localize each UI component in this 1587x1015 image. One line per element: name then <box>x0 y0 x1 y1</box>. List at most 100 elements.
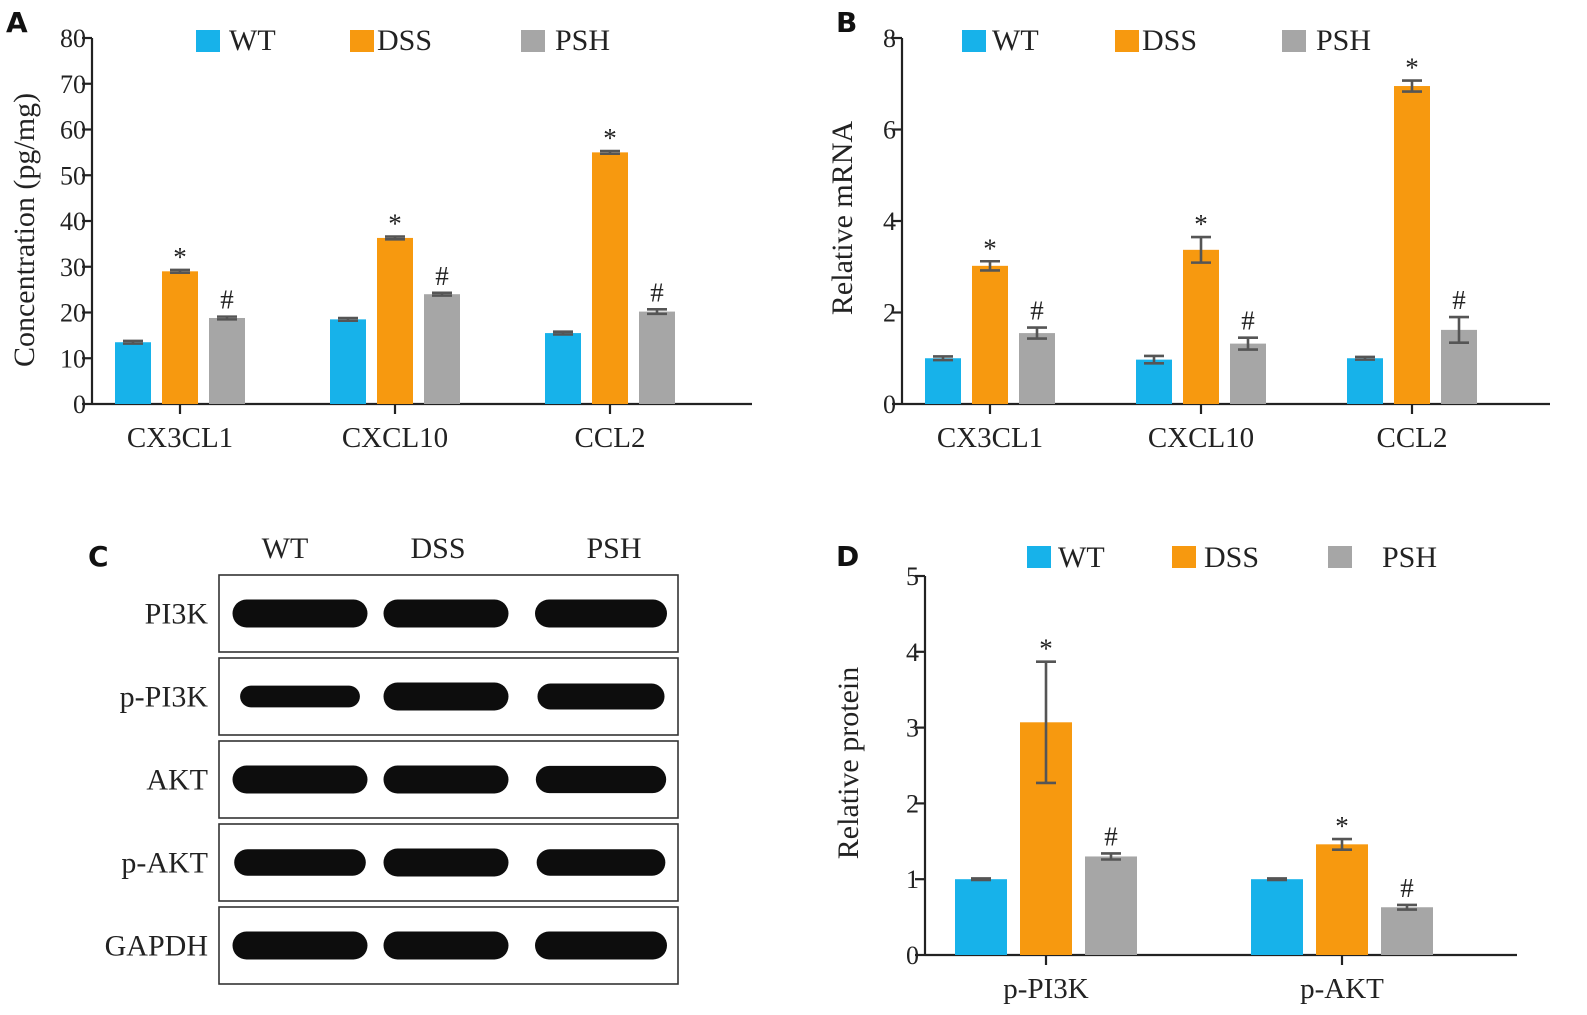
blot-row-label: p-PI3K <box>120 681 209 714</box>
blot-row-label: PI3K <box>145 598 209 631</box>
significance-star: * <box>173 242 187 272</box>
legend-swatch-dss <box>1115 30 1139 52</box>
chart-panel-d: 0 1 2 3 4 5 Relative protein * # p-PI3K * # p-AKT WT D… <box>832 541 1517 1005</box>
legend-swatch-psh <box>1282 30 1306 52</box>
blot-band <box>232 765 368 794</box>
bar-wt <box>545 333 581 404</box>
significance-star: * <box>983 233 997 263</box>
significance-star: * <box>1405 53 1419 83</box>
blot-band <box>383 682 509 711</box>
significance-hash: # <box>650 277 664 307</box>
significance-star: * <box>603 123 617 153</box>
blot-row-label: GAPDH <box>105 930 208 963</box>
x-tick-label: CX3CL1 <box>127 422 233 454</box>
bar-psh <box>209 317 245 404</box>
legend-swatch-wt <box>1027 546 1051 568</box>
y-tick-label: 5 <box>906 562 919 591</box>
significance-hash: # <box>1104 821 1118 851</box>
blot-band <box>232 931 368 960</box>
y-tick-label: 2 <box>906 789 919 818</box>
significance-star: * <box>1335 811 1349 841</box>
blot-row-label: p-AKT <box>121 847 208 880</box>
y-tick-label: 40 <box>60 207 86 236</box>
legend-label-psh: PSH <box>1316 24 1371 57</box>
y-axis-label: Concentration (pg/mg) <box>8 93 41 367</box>
y-axis-label: Relative mRNA <box>826 121 859 315</box>
y-tick-label: 30 <box>60 253 86 282</box>
significance-star: * <box>388 209 402 239</box>
blot-band <box>383 848 509 877</box>
legend-swatch-dss <box>350 30 374 52</box>
y-tick-label: 1 <box>906 865 919 894</box>
legend-swatch-psh <box>1328 546 1352 568</box>
x-tick-label: CCL2 <box>575 422 646 454</box>
blot-band <box>383 599 509 628</box>
legend-label-wt: WT <box>229 24 276 57</box>
significance-hash: # <box>1030 296 1044 326</box>
bar-wt <box>1136 359 1172 404</box>
x-tick-label: CX3CL1 <box>937 422 1043 454</box>
y-tick-label: 3 <box>906 714 919 743</box>
bar-dss <box>1394 86 1430 404</box>
legend-swatch-wt <box>962 30 986 52</box>
legend-label-dss: DSS <box>377 24 432 57</box>
y-tick-label: 80 <box>60 24 86 53</box>
blot-band <box>536 849 666 876</box>
chart-panel-b: 0 2 4 6 8 Relative mRNA * # CX3CL1 * # CXCL10 * # CCL2… <box>826 24 1550 454</box>
blot-band <box>537 683 665 710</box>
blot-band <box>535 599 667 628</box>
panel-label-a: A <box>6 6 28 39</box>
significance-star: * <box>1194 209 1208 239</box>
bar-dss <box>162 271 198 404</box>
bar-dss <box>377 237 413 404</box>
bar-psh <box>639 311 675 404</box>
blot-column-wt: WT <box>262 532 309 565</box>
y-tick-label: 8 <box>883 24 896 53</box>
y-axis-label: Relative protein <box>832 667 865 859</box>
y-tick-label: 0 <box>906 941 919 970</box>
blot-band <box>234 849 366 876</box>
bar-psh <box>424 294 460 404</box>
y-tick-label: 0 <box>883 390 896 419</box>
blot-column-psh: PSH <box>586 532 641 565</box>
y-tick-label: 60 <box>60 116 86 145</box>
bar-dss <box>1316 844 1368 955</box>
x-tick-label: CXCL10 <box>1148 422 1254 454</box>
blot-band <box>240 685 360 708</box>
blot-band <box>383 765 509 794</box>
bar-psh <box>1381 907 1433 955</box>
x-tick-label: p-AKT <box>1300 973 1384 1005</box>
y-tick-label: 0 <box>73 390 86 419</box>
bar-psh <box>1085 856 1137 955</box>
x-tick-label: CCL2 <box>1377 422 1448 454</box>
bar-psh <box>1230 343 1266 404</box>
blot-row-label: AKT <box>146 764 208 797</box>
legend-label-dss: DSS <box>1142 24 1197 57</box>
bar-wt <box>955 879 1007 955</box>
western-blot-panel: WT DSS PSH PI3K p-PI3K AKT p-AKT GAPDH <box>105 532 679 985</box>
legend-swatch-dss <box>1172 546 1196 568</box>
blot-band <box>232 599 368 628</box>
bar-dss <box>592 152 628 404</box>
significance-hash: # <box>1241 306 1255 336</box>
significance-hash: # <box>220 285 234 315</box>
bar-wt <box>330 319 366 404</box>
y-tick-label: 2 <box>883 299 896 328</box>
y-tick-label: 4 <box>883 207 896 236</box>
y-tick-label: 4 <box>906 638 919 667</box>
legend-label-wt: WT <box>992 24 1039 57</box>
legend-label-psh: PSH <box>1382 541 1437 574</box>
legend-swatch-wt <box>196 30 220 52</box>
bar-wt <box>1347 358 1383 404</box>
bar-wt <box>925 358 961 404</box>
x-tick-label: p-PI3K <box>1003 973 1088 1005</box>
chart-panel-a: 0 10 20 30 40 50 60 70 80 Concentration (pg/mg) * #… <box>8 24 752 454</box>
legend-label-psh: PSH <box>555 24 610 57</box>
bar-psh <box>1019 333 1055 404</box>
bar-wt <box>1251 879 1303 955</box>
legend-label-wt: WT <box>1058 541 1105 574</box>
significance-hash: # <box>1452 285 1466 315</box>
bar-wt <box>115 342 151 404</box>
x-tick-label: CXCL10 <box>342 422 448 454</box>
